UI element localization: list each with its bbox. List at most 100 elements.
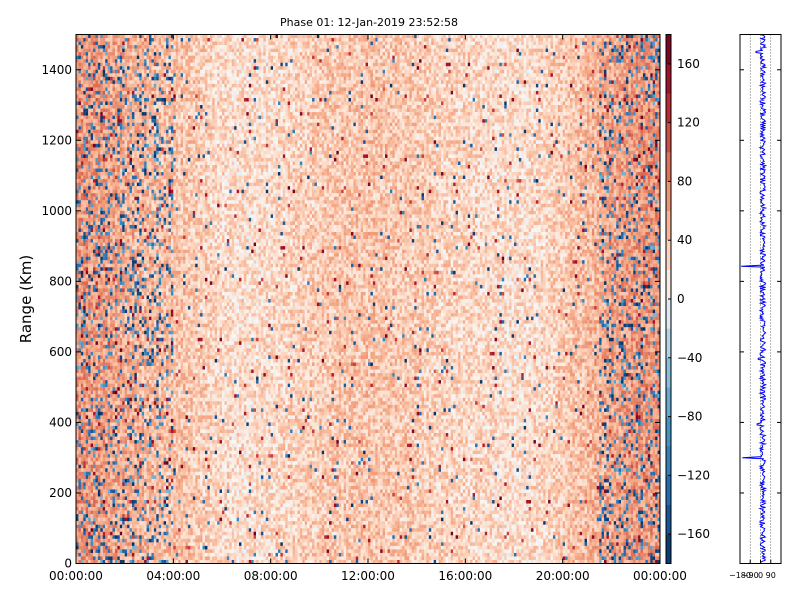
heatmap-cell <box>137 542 140 546</box>
heatmap-cell <box>91 267 94 271</box>
heatmap-cell <box>110 528 113 532</box>
heatmap-cell <box>78 518 81 522</box>
heatmap-cell <box>151 116 154 120</box>
heatmap-cell <box>105 334 108 338</box>
heatmap-cell <box>88 465 91 469</box>
heatmap-cell <box>142 331 145 335</box>
heatmap-cell <box>100 394 103 398</box>
heatmap-cell <box>95 394 98 398</box>
heatmap-cell <box>130 218 133 222</box>
heatmap-cell <box>86 137 89 141</box>
heatmap-cell <box>88 398 91 402</box>
heatmap-cell <box>147 447 150 451</box>
heatmap-cell <box>151 370 154 374</box>
heatmap-cell <box>142 482 145 486</box>
heatmap-cell <box>86 366 89 370</box>
heatmap-cell <box>137 140 140 144</box>
heatmap-cell <box>149 186 152 190</box>
heatmap-cell <box>95 292 98 296</box>
heatmap-cell <box>98 250 101 254</box>
heatmap-cell <box>137 102 140 106</box>
heatmap-cell <box>86 355 89 359</box>
heatmap-cell <box>88 87 91 91</box>
heatmap-cell <box>98 66 101 70</box>
heatmap-cell <box>142 359 145 363</box>
heatmap-cell <box>91 218 94 222</box>
heatmap-cell <box>95 525 98 529</box>
heatmap-cell <box>142 193 145 197</box>
heatmap-cell <box>100 200 103 204</box>
heatmap-cell <box>127 362 130 366</box>
heatmap-cell <box>130 183 133 187</box>
heatmap-cell <box>154 221 157 225</box>
heatmap-cell <box>149 45 152 49</box>
heatmap-cell <box>81 447 84 451</box>
heatmap-cell <box>108 454 111 458</box>
heatmap-cell <box>103 345 106 349</box>
heatmap-cell <box>122 447 125 451</box>
heatmap-cell <box>154 250 157 254</box>
heatmap-cell <box>88 228 91 232</box>
heatmap-cell <box>137 451 140 455</box>
heatmap-cell <box>98 260 101 264</box>
heatmap-cell <box>91 42 94 46</box>
heatmap-cell <box>144 87 147 91</box>
heatmap-cell <box>144 221 147 225</box>
heatmap-cell <box>113 253 116 257</box>
heatmap-cell <box>151 451 154 455</box>
heatmap-cell <box>88 472 91 476</box>
heatmap-cell <box>88 130 91 134</box>
heatmap-cell <box>98 183 101 187</box>
heatmap-cell <box>149 130 152 134</box>
heatmap-cell <box>144 384 147 388</box>
heatmap-cell <box>137 49 140 53</box>
heatmap-cell <box>81 73 84 77</box>
heatmap-cell <box>78 197 81 201</box>
heatmap-cell <box>132 454 135 458</box>
heatmap-cell <box>154 77 157 81</box>
heatmap-cell <box>88 359 91 363</box>
heatmap-cell <box>134 200 137 204</box>
heatmap-cell <box>81 253 84 257</box>
heatmap-cell <box>91 521 94 525</box>
heatmap-cell <box>93 429 96 433</box>
heatmap-cell <box>142 454 145 458</box>
heatmap-cell <box>120 553 123 557</box>
heatmap-cell <box>130 454 133 458</box>
heatmap-cell <box>132 518 135 522</box>
heatmap-cell <box>147 444 150 448</box>
heatmap-cell <box>110 288 113 292</box>
heatmap-cell <box>115 271 118 275</box>
heatmap-cell <box>95 437 98 441</box>
heatmap-cell <box>130 84 133 88</box>
heatmap-cell <box>91 94 94 98</box>
heatmap-cell <box>154 415 157 419</box>
heatmap-cell <box>113 144 116 148</box>
heatmap-cell <box>83 130 86 134</box>
heatmap-cell <box>115 253 118 257</box>
heatmap-cell <box>125 91 128 95</box>
heatmap-cell <box>134 454 137 458</box>
heatmap-cell <box>88 211 91 215</box>
heatmap-cell <box>110 504 113 508</box>
heatmap-cell <box>103 214 106 218</box>
heatmap-cell <box>103 133 106 137</box>
heatmap-cell <box>134 355 137 359</box>
heatmap-cell <box>147 264 150 268</box>
heatmap-cell <box>120 486 123 490</box>
heatmap-cell <box>83 320 86 324</box>
heatmap-cell <box>147 59 150 63</box>
heatmap-cell <box>103 496 106 500</box>
heatmap-cell <box>130 102 133 106</box>
heatmap-cell <box>98 200 101 204</box>
heatmap-cell <box>151 260 154 264</box>
heatmap-cell <box>88 200 91 204</box>
heatmap-cell <box>125 384 128 388</box>
heatmap-cell <box>142 126 145 130</box>
heatmap-cell <box>98 489 101 493</box>
heatmap-cell <box>91 327 94 331</box>
heatmap-cell <box>132 130 135 134</box>
heatmap-cell <box>144 377 147 381</box>
heatmap-cell <box>130 246 133 250</box>
heatmap-cell <box>139 461 142 465</box>
